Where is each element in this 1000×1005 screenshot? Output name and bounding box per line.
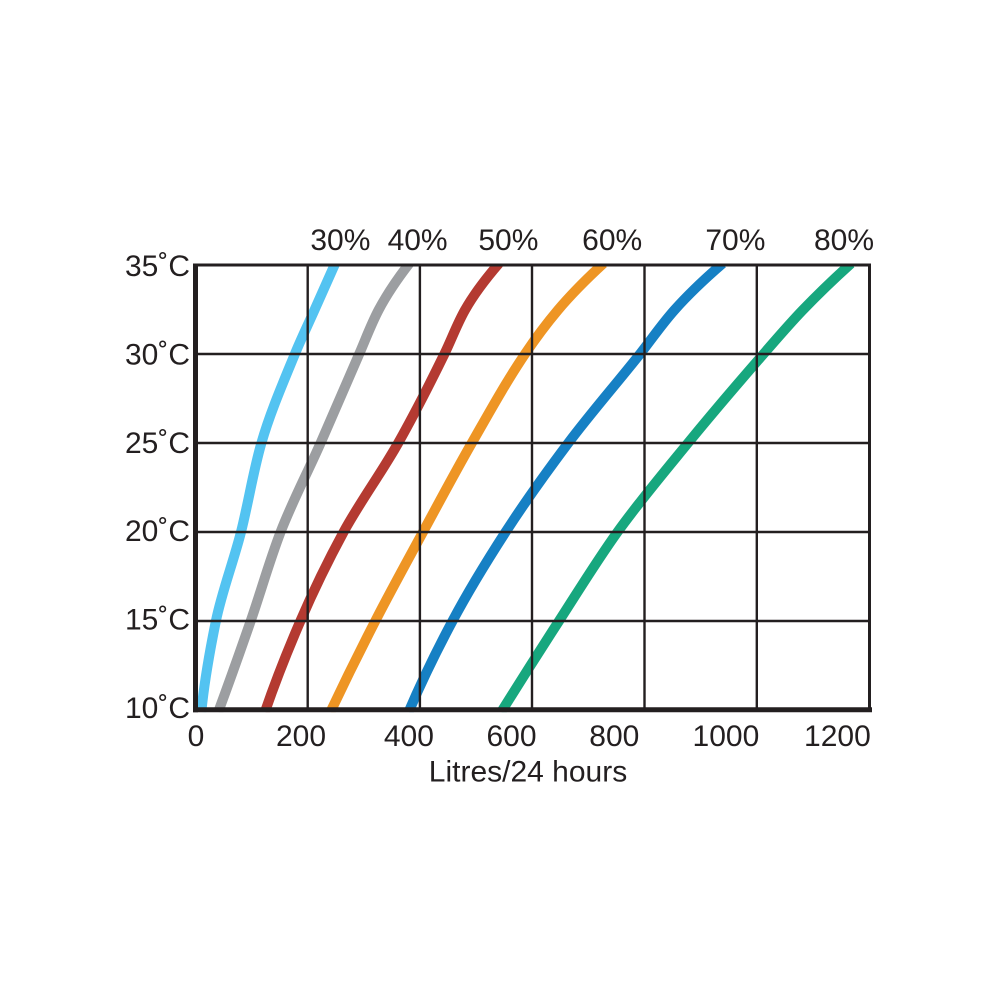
- svg-text:800: 800: [589, 720, 639, 753]
- svg-text:15˚C: 15˚C: [125, 604, 190, 637]
- svg-text:70%: 70%: [705, 224, 765, 257]
- svg-text:10˚C: 10˚C: [125, 692, 190, 725]
- svg-text:35˚C: 35˚C: [125, 250, 190, 283]
- svg-text:25˚C: 25˚C: [125, 427, 190, 460]
- svg-text:400: 400: [384, 720, 434, 753]
- svg-text:1000: 1000: [693, 720, 760, 753]
- svg-text:1200: 1200: [804, 720, 871, 753]
- svg-text:200: 200: [276, 720, 326, 753]
- svg-text:80%: 80%: [814, 224, 874, 257]
- svg-text:30˚C: 30˚C: [125, 338, 190, 371]
- svg-text:50%: 50%: [478, 224, 538, 257]
- svg-text:0: 0: [188, 720, 205, 753]
- svg-text:600: 600: [486, 720, 536, 753]
- svg-text:60%: 60%: [582, 224, 642, 257]
- svg-text:Litres/24 hours: Litres/24 hours: [429, 756, 627, 789]
- svg-text:40%: 40%: [388, 224, 448, 257]
- svg-text:30%: 30%: [310, 224, 370, 257]
- svg-text:20˚C: 20˚C: [125, 515, 190, 548]
